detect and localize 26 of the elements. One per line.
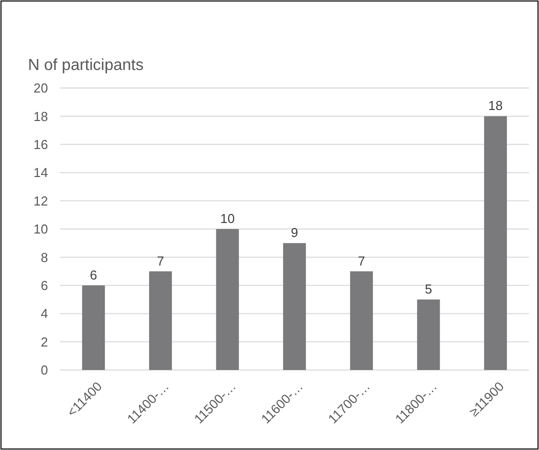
y-axis-title: N of participants xyxy=(28,57,144,74)
data-label: 7 xyxy=(358,253,366,268)
y-tick-label: 6 xyxy=(40,278,48,293)
data-label: 7 xyxy=(156,253,164,268)
data-label: 5 xyxy=(424,282,432,296)
bar xyxy=(484,116,507,370)
y-tick-label: 2 xyxy=(40,334,48,350)
data-label: 18 xyxy=(488,98,503,114)
y-tick-label: 18 xyxy=(34,108,48,124)
data-label: 10 xyxy=(220,211,235,226)
y-tick-label: 20 xyxy=(34,80,48,96)
bar xyxy=(149,271,172,370)
bar xyxy=(417,300,440,370)
y-tick-label: 0 xyxy=(40,362,48,378)
y-tick-label: 4 xyxy=(40,306,48,322)
data-label: 9 xyxy=(290,225,298,240)
y-tick-label: 10 xyxy=(34,222,48,237)
bar xyxy=(350,271,373,370)
bar xyxy=(82,285,105,370)
y-tick-label: 12 xyxy=(34,193,48,208)
y-tick-label: 8 xyxy=(40,250,48,265)
bar xyxy=(283,243,306,370)
bar xyxy=(216,229,239,370)
y-tick-label: 16 xyxy=(34,136,48,152)
data-label: 6 xyxy=(90,267,98,282)
y-tick-label: 14 xyxy=(34,165,48,180)
